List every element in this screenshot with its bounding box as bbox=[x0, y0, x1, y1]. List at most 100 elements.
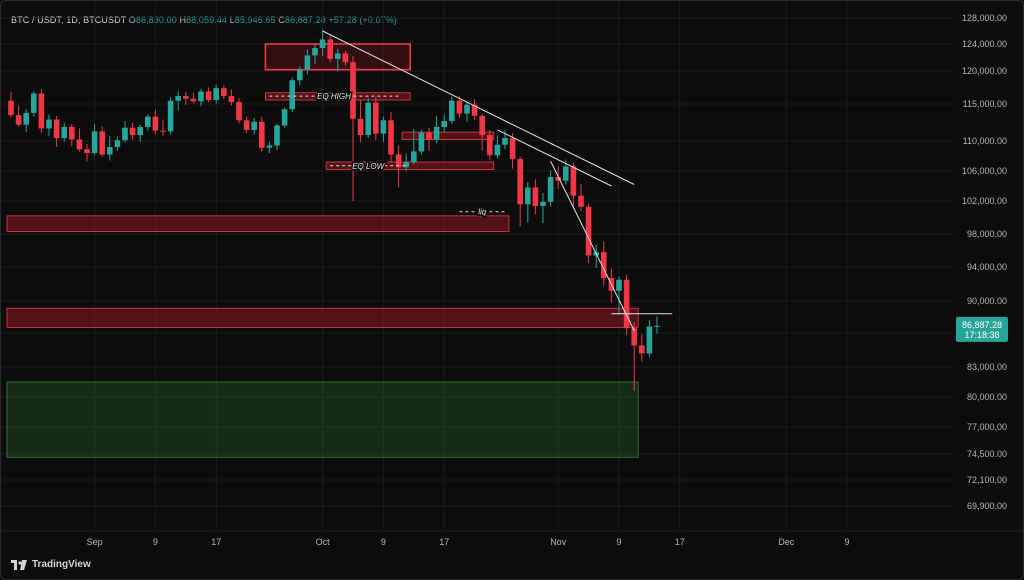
candle-body bbox=[426, 132, 432, 140]
candle-down bbox=[327, 35, 333, 63]
candle-body bbox=[342, 53, 349, 63]
candle-body bbox=[570, 166, 577, 196]
candle-down bbox=[426, 127, 432, 151]
high-value: 88,059.44 bbox=[186, 15, 227, 25]
candle-body bbox=[509, 138, 516, 159]
candle-body bbox=[585, 206, 592, 256]
price-axis-background bbox=[954, 1, 1023, 541]
tradingview-logo[interactable]: TradingView bbox=[11, 559, 91, 570]
candle-up bbox=[137, 124, 143, 142]
candle-down bbox=[129, 122, 136, 141]
candle-up bbox=[91, 123, 98, 156]
candle-body bbox=[152, 116, 159, 131]
candle-body bbox=[23, 112, 29, 125]
candle-body bbox=[145, 116, 151, 127]
candle-body bbox=[91, 131, 98, 153]
candle-down bbox=[190, 92, 197, 104]
x-tick-label: Oct bbox=[316, 537, 331, 547]
candle-body bbox=[433, 126, 440, 140]
y-tick-label: 102,000.00 bbox=[962, 196, 1007, 206]
y-tick-label: 94,000.00 bbox=[967, 262, 1007, 272]
candle-down bbox=[228, 89, 235, 106]
time-axis: Sep 9 17 Oct 9 17 Nov 9 17 Dec 9 bbox=[1, 530, 1023, 547]
candle-body bbox=[53, 119, 60, 139]
candle-body bbox=[190, 98, 197, 102]
candle-body bbox=[114, 140, 121, 147]
candles bbox=[8, 29, 660, 391]
y-tick-label: 80,000.00 bbox=[967, 392, 1007, 402]
candle-body bbox=[540, 201, 546, 206]
candle-up bbox=[107, 135, 113, 161]
annotations: EQ HIGH EQ LOW liq bbox=[269, 91, 505, 218]
candle-down bbox=[395, 145, 402, 188]
trendline bbox=[550, 161, 635, 331]
candle-up bbox=[175, 91, 181, 111]
tradingview-logo-icon bbox=[11, 559, 27, 570]
candle-up bbox=[122, 121, 128, 143]
candle-body bbox=[616, 279, 622, 291]
candle-up bbox=[31, 91, 37, 117]
change-value: +57.28 (+0.07%) bbox=[328, 15, 398, 25]
candle-up bbox=[418, 129, 425, 155]
price-tag-countdown: 17:18:38 bbox=[964, 330, 999, 340]
supply-zone bbox=[401, 131, 495, 140]
candle-up bbox=[167, 97, 174, 135]
candle-body bbox=[198, 91, 204, 102]
candle-up bbox=[525, 182, 531, 223]
trendlines bbox=[322, 30, 673, 331]
candle-body bbox=[631, 328, 637, 346]
candle-body bbox=[563, 166, 569, 181]
candle-down bbox=[388, 112, 394, 163]
candle-up bbox=[547, 170, 554, 207]
candle-down bbox=[578, 183, 584, 211]
zones bbox=[6, 43, 639, 458]
candle-body bbox=[418, 132, 425, 152]
candle-down bbox=[570, 162, 577, 208]
candle-body bbox=[304, 55, 311, 70]
candle-body bbox=[555, 177, 561, 181]
candle-body bbox=[221, 88, 227, 97]
candle-up bbox=[380, 116, 387, 142]
candle-body bbox=[61, 126, 67, 139]
candle-body bbox=[411, 151, 417, 162]
y-tick-label: 98,000.00 bbox=[967, 229, 1007, 239]
y-tick-label: 110,000.00 bbox=[963, 136, 1007, 146]
candle-down bbox=[221, 85, 227, 100]
supply-zone bbox=[6, 307, 639, 328]
candle-down bbox=[532, 179, 539, 215]
candle-body bbox=[471, 104, 478, 116]
candle-down bbox=[152, 109, 159, 135]
candle-down bbox=[639, 334, 645, 362]
candle-down bbox=[38, 88, 45, 133]
candle-down bbox=[479, 114, 485, 151]
candle-up bbox=[114, 136, 121, 151]
symbol-label: BTC / USDT, 1D, BTCUSDT bbox=[11, 15, 127, 25]
candle-body bbox=[479, 115, 485, 136]
candle-body bbox=[319, 39, 326, 49]
candle-up bbox=[266, 141, 273, 153]
candle-up bbox=[464, 101, 470, 122]
candle-down bbox=[487, 129, 493, 161]
candle-down bbox=[601, 241, 607, 286]
candle-body bbox=[129, 127, 136, 136]
candle-up bbox=[304, 49, 311, 75]
candle-body bbox=[46, 119, 52, 129]
candle-up bbox=[403, 153, 409, 171]
brand-label: TradingView bbox=[32, 559, 91, 570]
candle-body bbox=[380, 120, 387, 134]
candle-up bbox=[433, 115, 440, 144]
supply-zone bbox=[6, 215, 510, 232]
y-tick-label: 124,000.00 bbox=[962, 39, 1007, 49]
y-tick-label: 83,000.00 bbox=[967, 362, 1007, 372]
candle-down bbox=[259, 116, 265, 152]
candle-body bbox=[274, 125, 280, 146]
candle-body bbox=[243, 120, 250, 130]
y-tick-label: 115,000.00 bbox=[963, 99, 1007, 109]
candle-body bbox=[449, 100, 455, 122]
candle-down bbox=[205, 87, 212, 103]
candle-down bbox=[53, 115, 60, 147]
candle-up bbox=[540, 192, 546, 224]
candle-body bbox=[456, 100, 463, 114]
